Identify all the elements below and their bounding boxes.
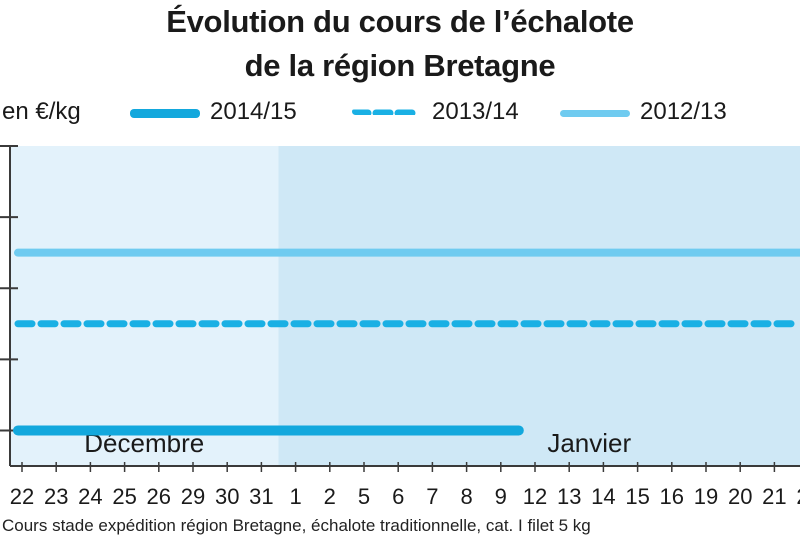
panel-decembre xyxy=(10,146,279,466)
chart-title-line-1: Évolution du cours de l’échalote xyxy=(166,4,634,39)
legend-swatch-2014-15 xyxy=(130,109,200,118)
legend-label-2014-15: 2014/15 xyxy=(210,98,297,125)
x-tick-label-0: 22 xyxy=(10,484,34,509)
y-unit-label: en €/kg xyxy=(2,98,81,125)
x-tick-label-2: 24 xyxy=(78,484,102,509)
chart-title-line-2: de la région Bretagne xyxy=(244,48,556,83)
x-tick-label-17: 14 xyxy=(591,484,615,509)
x-tick-label-3: 25 xyxy=(112,484,136,509)
x-tick-label-21: 20 xyxy=(728,484,752,509)
x-tick-label-13: 8 xyxy=(460,484,472,509)
month-label-janvier: Janvier xyxy=(547,428,631,458)
x-tick-label-22: 21 xyxy=(762,484,786,509)
x-tick-label-14: 9 xyxy=(495,484,507,509)
x-tick-label-10: 5 xyxy=(358,484,370,509)
x-tick-label-4: 26 xyxy=(147,484,171,509)
x-tick-label-8: 1 xyxy=(289,484,301,509)
x-tick-label-12: 7 xyxy=(426,484,438,509)
x-tick-label-5: 29 xyxy=(181,484,205,509)
legend-label-2013-14: 2013/14 xyxy=(432,98,519,125)
x-tick-label-20: 19 xyxy=(694,484,718,509)
x-tick-label-19: 16 xyxy=(660,484,684,509)
panel-janvier xyxy=(278,146,800,466)
x-tick-label-23: 22 xyxy=(796,484,800,509)
x-tick-label-18: 15 xyxy=(625,484,649,509)
x-tick-label-6: 30 xyxy=(215,484,239,509)
chart-caption: Cours stade expédition région Bretagne, … xyxy=(2,516,591,535)
x-tick-label-1: 23 xyxy=(44,484,68,509)
x-tick-label-15: 12 xyxy=(523,484,547,509)
legend-label-2012-13: 2012/13 xyxy=(640,98,727,125)
x-tick-label-16: 13 xyxy=(557,484,581,509)
x-tick-label-7: 31 xyxy=(249,484,273,509)
legend-swatch-2012-13 xyxy=(560,110,630,117)
x-tick-label-9: 2 xyxy=(324,484,336,509)
x-tick-label-11: 6 xyxy=(392,484,404,509)
legend-swatch-2013-14 xyxy=(352,109,422,115)
